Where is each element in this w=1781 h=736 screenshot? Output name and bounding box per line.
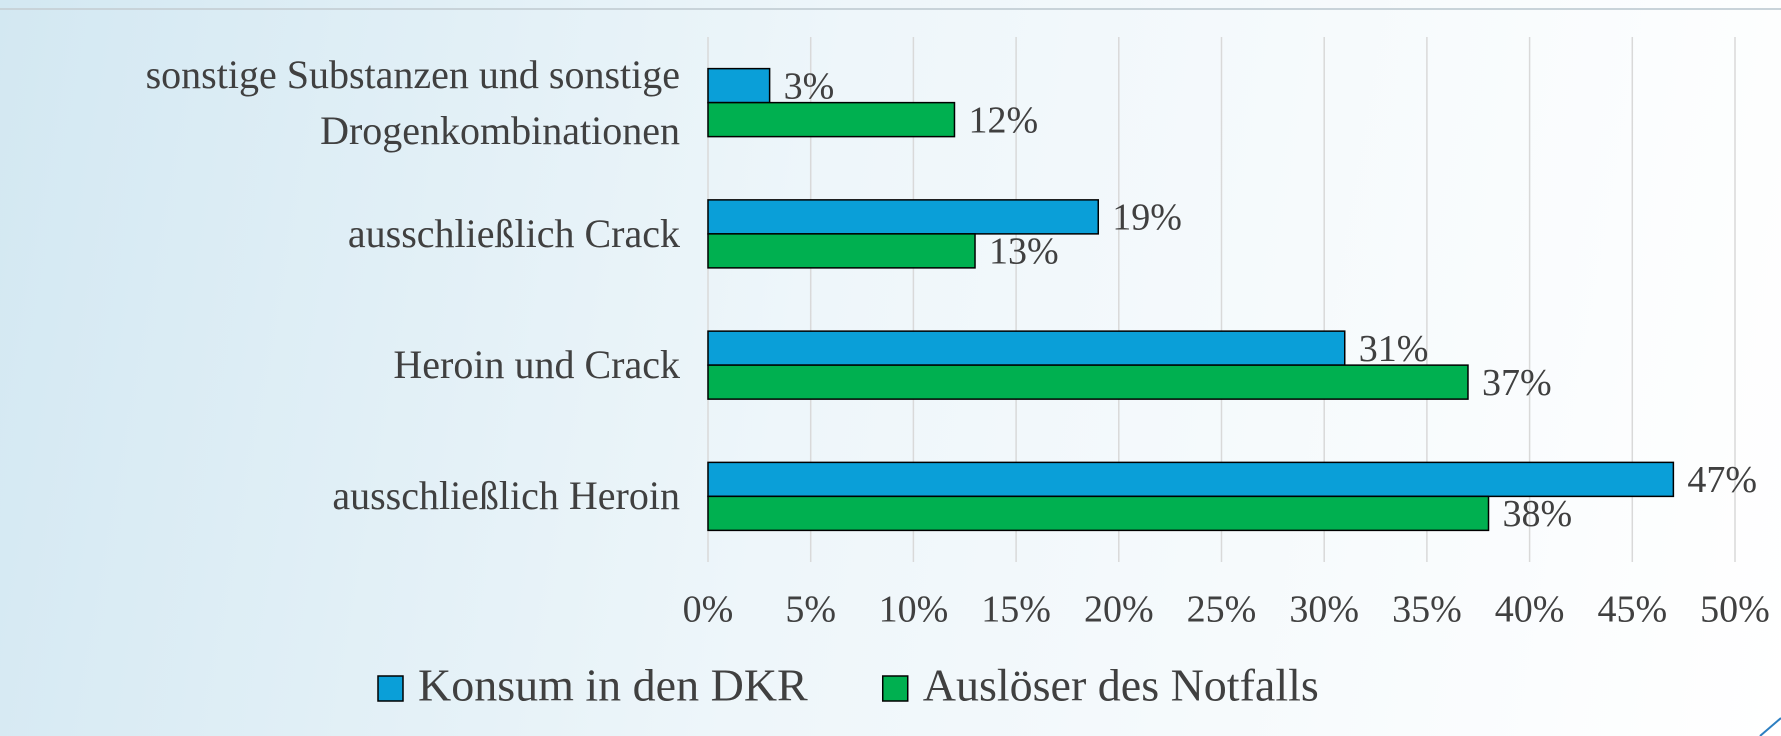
value-label: 13% [989, 231, 1059, 273]
category-label: ausschließlich Crack [347, 210, 680, 256]
bar [707, 199, 1100, 235]
value-label: 19% [1112, 197, 1182, 239]
bar [707, 233, 976, 269]
x-tick-label: 20% [1084, 589, 1154, 631]
x-tick-label: 0% [683, 589, 734, 631]
value-label: 38% [1503, 493, 1573, 535]
category-label: ausschließlich Heroin [332, 473, 680, 519]
bar [707, 330, 1346, 366]
x-tick-label: 25% [1187, 589, 1257, 631]
legend-label: Konsum in den DKR [418, 660, 808, 711]
x-tick-label: 45% [1597, 589, 1667, 631]
x-tick-label: 10% [879, 589, 949, 631]
category-label: Heroin und Crack [393, 342, 680, 388]
x-tick-label: 35% [1392, 589, 1462, 631]
x-tick-label: 40% [1495, 589, 1565, 631]
legend-swatch [377, 675, 404, 702]
bar [707, 364, 1469, 400]
bar [707, 461, 1675, 498]
bar [707, 101, 956, 138]
legend-label: Auslöser des Notfalls [923, 660, 1319, 711]
decoration [1759, 717, 1781, 736]
value-label: 37% [1482, 362, 1552, 404]
bar [707, 495, 1490, 532]
x-tick-label: 30% [1289, 589, 1359, 631]
x-tick-label: 50% [1700, 589, 1770, 631]
category-label: sonstige Substanzen und sonstige Drogenk… [145, 51, 680, 153]
value-label: 12% [968, 99, 1038, 141]
bar [707, 67, 771, 104]
x-tick-label: 15% [981, 589, 1051, 631]
legend-swatch [881, 675, 909, 702]
x-tick-label: 5% [785, 589, 836, 631]
value-label: 3% [784, 65, 835, 107]
value-label: 47% [1687, 459, 1757, 501]
value-label: 31% [1359, 328, 1429, 370]
